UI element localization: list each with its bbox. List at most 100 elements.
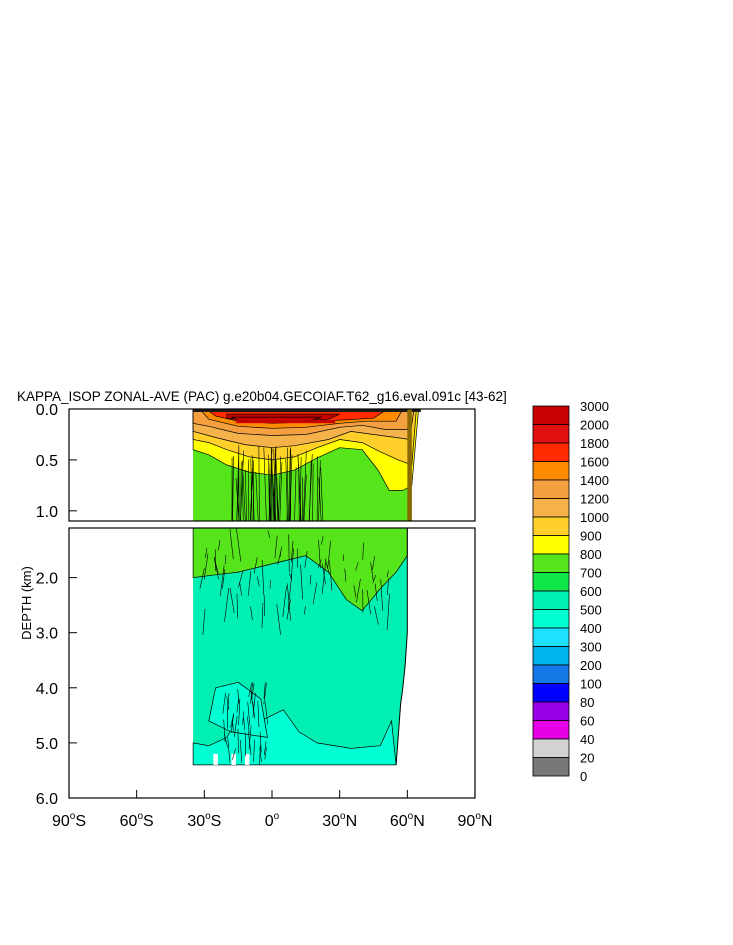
upper-panel-frame xyxy=(68,408,476,522)
colorbar: 3000200018001600140012001000900800700600… xyxy=(532,399,609,784)
field-gap xyxy=(213,753,218,765)
colorbar-label: 0 xyxy=(580,769,587,784)
field-contour-line xyxy=(234,715,238,738)
field-contour-line xyxy=(253,739,255,762)
field-contour-line xyxy=(264,747,267,760)
field-contour-line xyxy=(321,560,327,595)
colorbar-label: 400 xyxy=(580,621,602,636)
colorbar-swatch xyxy=(532,757,570,777)
field-contour-line xyxy=(274,535,278,559)
colorbar-label: 900 xyxy=(580,529,602,544)
colorbar-swatch xyxy=(532,516,570,536)
field-contour-line xyxy=(222,692,226,714)
field-contour-line xyxy=(230,713,235,733)
field-contour-line xyxy=(218,539,221,551)
field-contour-line xyxy=(230,714,234,728)
field-contour-line xyxy=(272,479,276,521)
colorbar-label: 100 xyxy=(580,677,602,692)
field-contour-line xyxy=(263,447,267,521)
x-tick-label: 90oN xyxy=(458,811,493,830)
field-contour-line xyxy=(222,568,226,589)
field-contour-line xyxy=(213,558,219,580)
field-contour-line xyxy=(321,563,326,585)
field-contour-line xyxy=(302,450,307,521)
field-contour-line xyxy=(286,447,288,521)
colorbar-label: 1400 xyxy=(580,473,609,488)
field-contour-line xyxy=(289,573,293,580)
colorbar-swatch xyxy=(532,553,570,573)
field-contour-line xyxy=(257,700,260,727)
field-contour-line xyxy=(366,590,372,615)
field-contour-line xyxy=(372,574,377,584)
field-contour-line xyxy=(275,460,279,521)
field-gap xyxy=(231,753,236,765)
field-contour-line xyxy=(244,732,247,757)
field-contour-line xyxy=(205,548,208,558)
chart-title: KAPPA_ISOP ZONAL-AVE (PAC) g.e20b04.GECO… xyxy=(17,389,507,404)
y-tick-label: 6.0 xyxy=(36,791,58,808)
field-gap xyxy=(244,753,250,765)
colorbar-swatch xyxy=(532,590,570,610)
field-contour-line xyxy=(238,571,243,588)
field-contour-line xyxy=(224,588,230,622)
field-contour-line xyxy=(327,540,331,569)
field-contour-line xyxy=(229,529,234,560)
colorbar-swatch xyxy=(532,479,570,499)
field-contour-line xyxy=(386,570,389,578)
field-contour-line xyxy=(356,578,361,603)
field-contour-line xyxy=(252,692,256,718)
field-surface-max xyxy=(235,420,336,424)
field-contour-line xyxy=(237,689,240,704)
colorbar-label: 700 xyxy=(580,566,602,581)
field-contour-line xyxy=(259,745,261,765)
field-contour-line xyxy=(213,557,219,575)
field-surface-line xyxy=(193,409,421,412)
field-contour-line xyxy=(263,682,266,699)
colorbar-swatch xyxy=(532,535,570,555)
colorbar-swatch xyxy=(532,405,570,425)
field-contour-line xyxy=(267,530,271,538)
field-contour-line xyxy=(229,587,235,613)
field-contour-line xyxy=(250,682,253,704)
field-contour-line xyxy=(258,445,260,521)
field-contour-line xyxy=(240,461,242,521)
field-contour-line xyxy=(239,582,243,596)
field-contour-line xyxy=(289,454,293,521)
field-east-boundary xyxy=(395,528,408,765)
colorbar-label: 3000 xyxy=(580,399,609,414)
field-contour-line xyxy=(312,463,314,521)
field-contour-line xyxy=(276,604,281,635)
field-contour-line xyxy=(276,476,278,521)
colorbar-swatch xyxy=(532,720,570,740)
x-tick-label: 30oS xyxy=(187,811,221,830)
field-contour-line xyxy=(303,605,306,615)
colorbar-label: 800 xyxy=(580,547,602,562)
colorbar-swatch xyxy=(532,498,570,518)
field-contour-line xyxy=(261,603,264,629)
field-contour-line xyxy=(372,556,375,571)
field-contour-line xyxy=(247,716,250,734)
colorbar-swatch xyxy=(532,627,570,647)
field-contour-line xyxy=(329,560,333,591)
field-contour-line xyxy=(227,738,231,763)
field-contour-line xyxy=(344,568,347,582)
colorbar-swatch xyxy=(532,701,570,721)
lower-panel-field xyxy=(192,528,408,766)
field-contour-line xyxy=(309,574,312,585)
field-contour-line xyxy=(236,447,240,521)
x-tick-label: 60oS xyxy=(120,811,154,830)
field-contour-line xyxy=(251,683,255,700)
field-contour-line xyxy=(245,469,247,521)
field-contour-line xyxy=(304,551,308,569)
field-contour-line xyxy=(263,682,267,705)
field-contour-line xyxy=(238,698,241,726)
y-tick-label: 5.0 xyxy=(36,736,58,753)
field-contour-line xyxy=(374,583,378,601)
colorbar-label: 600 xyxy=(580,584,602,599)
field-contour-line xyxy=(264,702,269,725)
field-contour-line xyxy=(253,557,258,574)
field-east-wall xyxy=(407,409,412,521)
y-axis-label: DEPTH (km) xyxy=(19,566,34,640)
colorbar-label: 200 xyxy=(580,658,602,673)
